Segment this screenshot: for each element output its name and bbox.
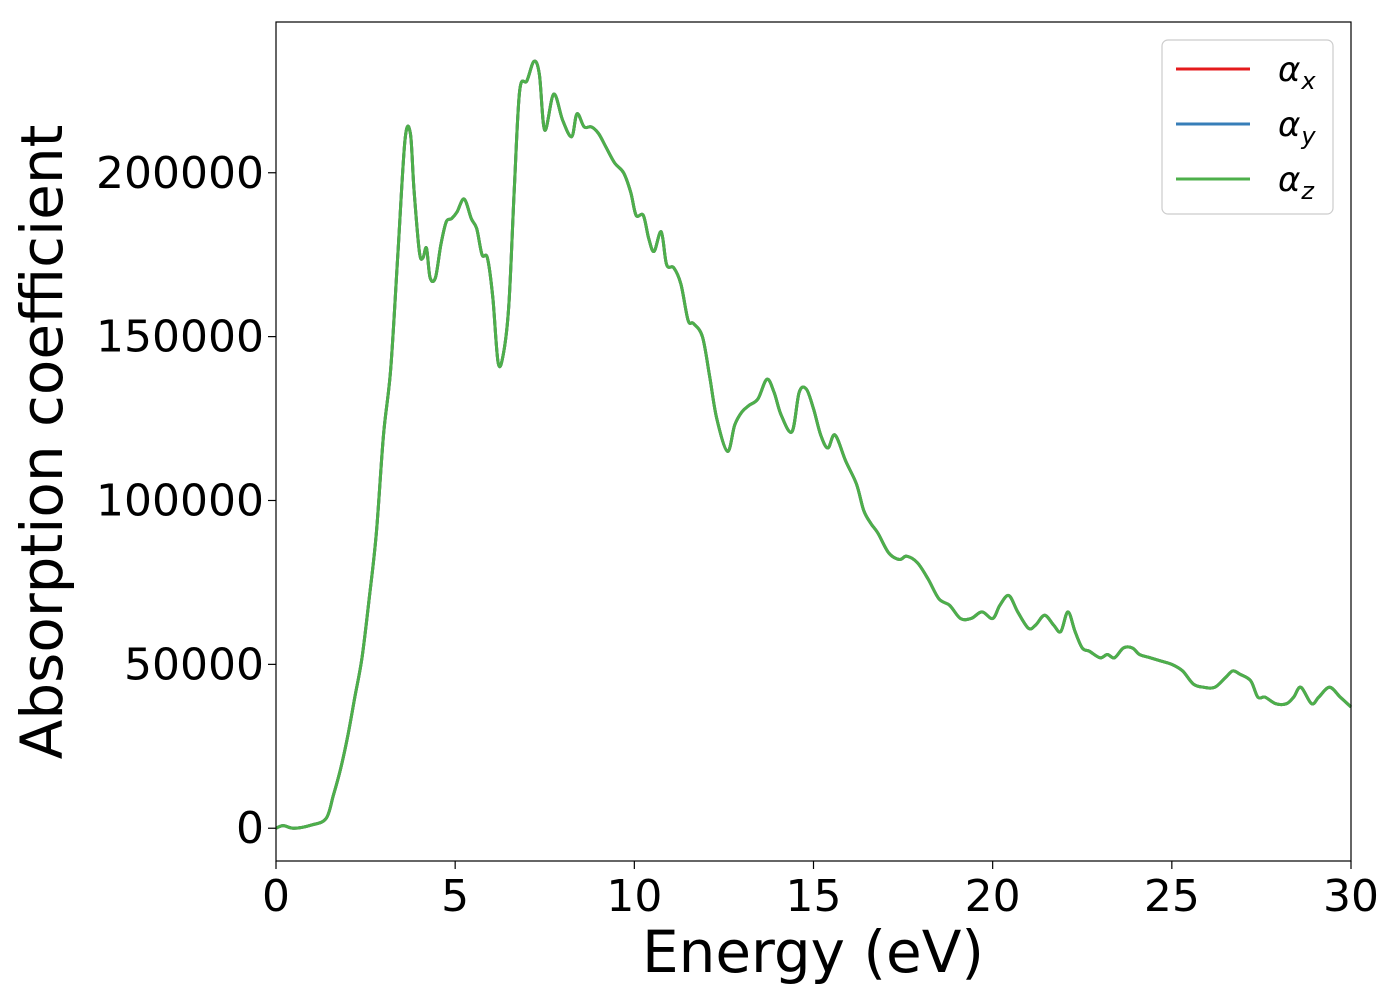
y-axis-ticks: 0 50000 100000 150000 200000 xyxy=(96,148,276,854)
x-axis-label: Energy (eV) xyxy=(642,918,984,986)
legend-label-x: αx xyxy=(1278,50,1316,95)
x-axis-ticks: 0 5 10 15 20 25 30 xyxy=(262,861,1379,922)
y-tick-label: 0 xyxy=(236,803,264,854)
y-tick-label: 200000 xyxy=(96,148,264,199)
series-line-z xyxy=(275,59,1353,830)
x-tick-label: 15 xyxy=(786,871,842,922)
legend-label-y: αy xyxy=(1278,105,1316,150)
y-tick-label: 100000 xyxy=(96,475,264,526)
x-tick-label: 0 xyxy=(262,871,290,922)
x-tick-label: 5 xyxy=(441,871,469,922)
legend-box xyxy=(1161,39,1334,215)
y-tick-label: 50000 xyxy=(124,639,264,690)
series-layer xyxy=(275,59,1353,830)
y-axis-label: Absorption coefficient xyxy=(8,125,76,760)
x-tick-label: 25 xyxy=(1144,871,1200,922)
x-tick-label: 10 xyxy=(606,871,662,922)
y-tick-label: 150000 xyxy=(96,312,264,363)
x-tick-label: 30 xyxy=(1323,871,1379,922)
x-tick-label: 20 xyxy=(965,871,1021,922)
